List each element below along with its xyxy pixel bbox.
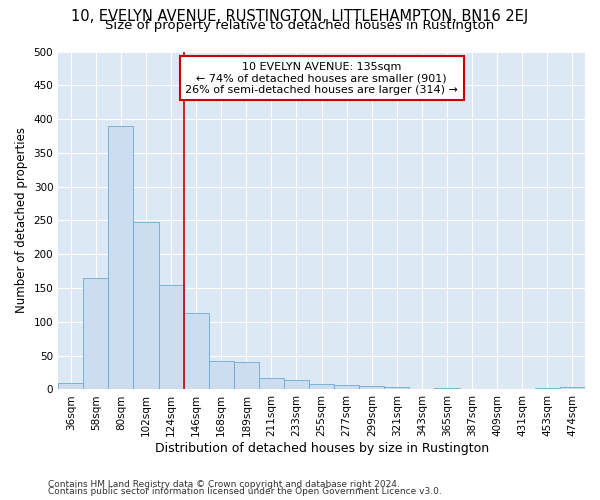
Bar: [334, 384, 359, 390]
Bar: [284, 380, 309, 390]
Text: 10, EVELYN AVENUE, RUSTINGTON, LITTLEHAMPTON, BN16 2EJ: 10, EVELYN AVENUE, RUSTINGTON, LITTLEHAM…: [71, 9, 529, 24]
Bar: [133, 222, 158, 390]
Bar: [359, 386, 385, 390]
Bar: [109, 126, 133, 390]
Text: Contains HM Land Registry data © Crown copyright and database right 2024.: Contains HM Land Registry data © Crown c…: [48, 480, 400, 489]
Bar: [158, 284, 184, 390]
Bar: [234, 362, 259, 390]
Bar: [83, 278, 109, 390]
X-axis label: Distribution of detached houses by size in Rustington: Distribution of detached houses by size …: [155, 442, 488, 455]
Bar: [184, 313, 209, 390]
Y-axis label: Number of detached properties: Number of detached properties: [15, 128, 28, 314]
Bar: [209, 361, 234, 390]
Bar: [560, 388, 585, 390]
Text: Size of property relative to detached houses in Rustington: Size of property relative to detached ho…: [106, 19, 494, 32]
Bar: [309, 384, 334, 390]
Bar: [58, 382, 83, 390]
Bar: [535, 388, 560, 390]
Bar: [385, 388, 409, 390]
Text: 10 EVELYN AVENUE: 135sqm
← 74% of detached houses are smaller (901)
26% of semi-: 10 EVELYN AVENUE: 135sqm ← 74% of detach…: [185, 62, 458, 95]
Text: Contains public sector information licensed under the Open Government Licence v3: Contains public sector information licen…: [48, 487, 442, 496]
Bar: [259, 378, 284, 390]
Bar: [434, 388, 460, 390]
